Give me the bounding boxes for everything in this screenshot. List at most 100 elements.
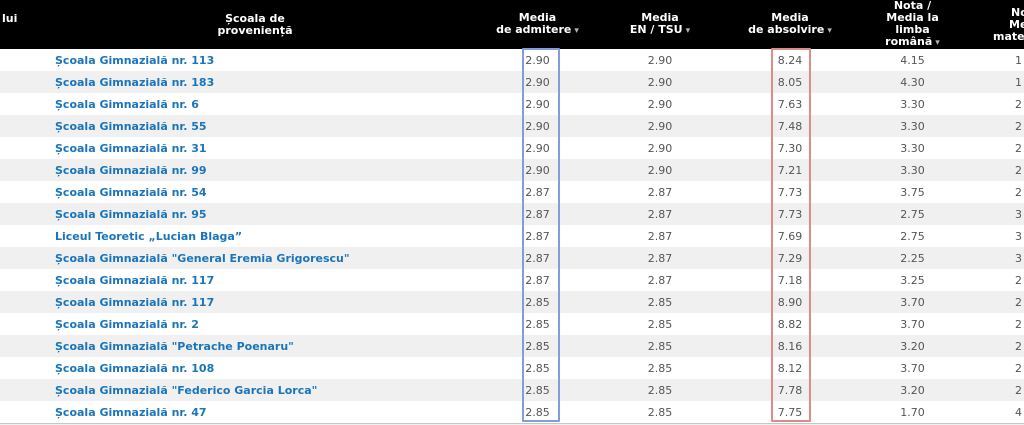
table-row: Școala Gimnazială nr. 183 2.90 2.90 8.05 4.3… — [0, 71, 1024, 93]
media-admitere-cell: 2.87 — [525, 251, 550, 265]
media-en-tsu-cell: 2.87 — [647, 185, 673, 199]
media-en-tsu-cell: 2.87 — [647, 251, 673, 265]
media-absolvire-cell: 7.69 — [777, 229, 803, 243]
nota-romana-cell: 3.30 — [900, 119, 925, 133]
nota-matematica-partial-cell: 1 — [1015, 53, 1022, 67]
table-row: Școala Gimnazială "General Eremia Grigor… — [0, 247, 1024, 269]
school-link[interactable]: Școala Gimnazială "General Eremia Grigor… — [55, 251, 350, 265]
media-admitere-cell: 2.87 — [525, 273, 550, 287]
column-header-school: Școala de proveniență — [30, 0, 480, 49]
nota-romana-cell: 3.30 — [900, 97, 925, 111]
sort-desc-icon[interactable]: ▾ — [574, 26, 579, 36]
nota-matematica-partial-cell: 2 — [1015, 163, 1022, 177]
media-admitere-cell: 2.90 — [525, 141, 550, 155]
school-link[interactable]: Școala Gimnazială nr. 183 — [55, 75, 215, 89]
media-absolvire-cell: 8.82 — [777, 317, 803, 331]
empty-cell — [0, 335, 30, 357]
table-row: Școala Gimnazială nr. 2 2.85 2.85 8.82 3.70 2 — [0, 313, 1024, 335]
school-cell: Școala Gimnazială nr. 117 — [30, 269, 480, 291]
school-link[interactable]: Școala Gimnazială nr. 113 — [55, 53, 215, 67]
media-admitere-cell: 2.90 — [525, 75, 550, 89]
school-link[interactable]: Școala Gimnazială nr. 47 — [55, 405, 207, 419]
media-en-tsu-cell: 2.90 — [647, 163, 673, 177]
school-link[interactable]: Școala Gimnazială nr. 54 — [55, 185, 207, 199]
column-header-media-absolvire[interactable]: Media de absolvire ▾ — [725, 0, 855, 49]
media-en-tsu-cell: 2.87 — [647, 273, 673, 287]
sort-desc-icon[interactable]: ▾ — [685, 26, 691, 36]
table-row: Școala Gimnazială nr. 108 2.85 2.85 8.12 3.7… — [0, 357, 1024, 379]
empty-cell — [0, 93, 30, 115]
nota-matematica-partial-cell: 2 — [1015, 97, 1022, 111]
media-en-tsu-cell: 2.85 — [647, 295, 673, 309]
nota-romana-cell: 3.20 — [900, 339, 925, 353]
nota-matematica-partial-cell: 2 — [1015, 273, 1022, 287]
empty-cell — [0, 291, 30, 313]
media-en-tsu-cell: 2.85 — [647, 317, 673, 331]
school-link[interactable]: Școala Gimnazială "Federico Garcia Lorca… — [55, 383, 318, 397]
table-row: Școala Gimnazială nr. 47 2.85 2.85 7.75 1.70… — [0, 401, 1024, 424]
school-link[interactable]: Școala Gimnazială nr. 2 — [55, 317, 199, 331]
media-absolvire-cell: 7.21 — [777, 163, 803, 177]
media-admitere-cell: 2.87 — [525, 185, 550, 199]
school-link[interactable]: Școala Gimnazială nr. 31 — [55, 141, 207, 155]
media-absolvire-cell: 7.30 — [777, 141, 803, 155]
column-header-media-en-tsu[interactable]: Media EN / TSU ▾ — [595, 0, 725, 49]
media-en-tsu-cell: 2.90 — [647, 119, 673, 133]
school-cell: Școala Gimnazială nr. 55 — [30, 115, 480, 137]
media-admitere-cell: 2.85 — [525, 383, 550, 397]
sort-desc-icon[interactable]: ▾ — [827, 26, 832, 36]
media-en-tsu-cell: 2.90 — [647, 141, 673, 155]
column-header-media-admitere[interactable]: Media de admitere ▾ — [480, 0, 595, 49]
table-body: Școala Gimnazială nr. 113 2.90 2.90 8.24 4.1… — [0, 49, 1024, 425]
nota-romana-cell: 2.75 — [900, 229, 925, 243]
media-admitere-cell: 2.90 — [525, 163, 550, 177]
media-absolvire-cell: 8.05 — [777, 75, 803, 89]
school-cell: Școala Gimnazială nr. 113 — [30, 49, 480, 71]
column-header-nota-matematica-partial[interactable]: No Me matem — [970, 0, 1024, 49]
nota-matematica-partial-cell: 3 — [1015, 229, 1022, 243]
table-row: Școala Gimnazială "Petrache Poenaru" 2.85… — [0, 335, 1024, 357]
nota-matematica-partial-cell: 2 — [1015, 361, 1022, 375]
school-cell: Școala Gimnazială nr. 99 — [30, 159, 480, 181]
nota-matematica-partial-cell: 3 — [1015, 251, 1022, 265]
table-row: Școala Gimnazială nr. 117 2.87 2.87 7.18 3.2… — [0, 269, 1024, 291]
media-absolvire-cell: 8.90 — [777, 295, 803, 309]
table-header-row: lui Școala de proveniență Media de admit… — [0, 0, 1024, 49]
school-link[interactable]: Liceul Teoretic „Lucian Blaga” — [55, 229, 243, 243]
school-link[interactable]: Școala Gimnazială nr. 99 — [55, 163, 207, 177]
school-cell: Școala Gimnazială "Federico Garcia Lorca… — [30, 379, 480, 401]
school-cell: Școala Gimnazială nr. 31 — [30, 137, 480, 159]
nota-romana-cell: 2.75 — [900, 207, 925, 221]
media-en-tsu-cell: 2.85 — [647, 383, 673, 397]
school-link[interactable]: Școala Gimnazială nr. 6 — [55, 97, 199, 111]
column-header-left-partial-label: lui — [2, 11, 18, 25]
nota-romana-cell: 3.70 — [900, 295, 925, 309]
nota-matematica-partial-cell: 4 — [1015, 405, 1022, 419]
school-link[interactable]: Școala Gimnazială nr. 108 — [55, 361, 215, 375]
empty-cell — [0, 115, 30, 137]
nota-romana-cell: 4.30 — [900, 75, 925, 89]
nota-matematica-partial-cell: 2 — [1015, 339, 1022, 353]
school-link[interactable]: Școala Gimnazială "Petrache Poenaru" — [55, 339, 294, 353]
school-cell: Școala Gimnazială nr. 2 — [30, 313, 480, 335]
school-cell: Școala Gimnazială nr. 108 — [30, 357, 480, 379]
school-link[interactable]: Școala Gimnazială nr. 117 — [55, 273, 215, 287]
media-admitere-cell: 2.87 — [525, 207, 550, 221]
media-absolvire-cell: 7.29 — [777, 251, 803, 265]
table-row: Liceul Teoretic „Lucian Blaga” 2.87 2.87 7.… — [0, 225, 1024, 247]
sort-desc-icon[interactable]: ▾ — [935, 38, 940, 48]
nota-matematica-partial-cell: 2 — [1015, 119, 1022, 133]
school-link[interactable]: Școala Gimnazială nr. 95 — [55, 207, 207, 221]
nota-romana-cell: 1.70 — [900, 405, 925, 419]
column-header-nota-romana[interactable]: Nota / Media la limba română ▾ — [855, 0, 970, 49]
school-link[interactable]: Școala Gimnazială nr. 117 — [55, 295, 215, 309]
media-en-tsu-cell: 2.85 — [647, 361, 673, 375]
school-link[interactable]: Școala Gimnazială nr. 55 — [55, 119, 207, 133]
school-cell: Școala Gimnazială nr. 6 — [30, 93, 480, 115]
school-cell: Școala Gimnazială "General Eremia Grigor… — [30, 247, 480, 269]
media-absolvire-cell: 7.18 — [777, 273, 803, 287]
empty-cell — [0, 313, 30, 335]
media-admitere-cell: 2.85 — [525, 361, 550, 375]
